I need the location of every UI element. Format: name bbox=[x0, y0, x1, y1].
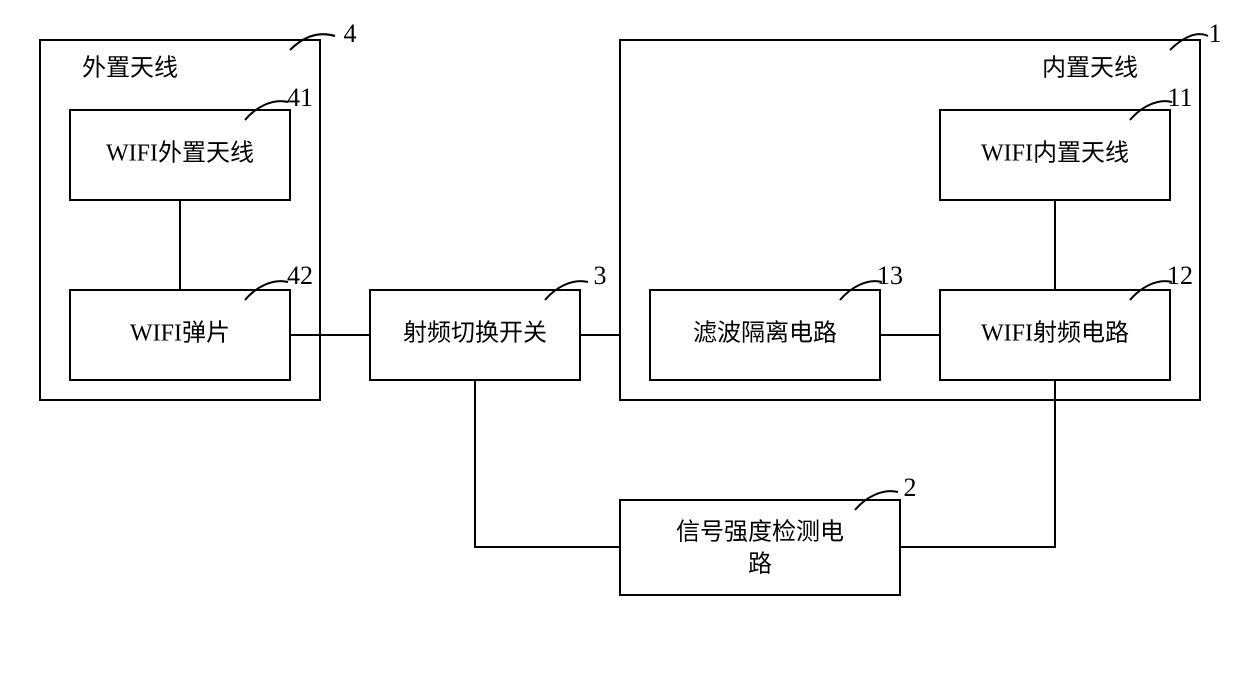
number-42: 42 bbox=[287, 261, 313, 290]
edge-3-2 bbox=[475, 380, 620, 547]
number-12: 12 bbox=[1167, 261, 1193, 290]
number-11: 11 bbox=[1167, 83, 1192, 112]
number-13: 13 bbox=[877, 261, 903, 290]
box-wifi-external-antenna-label: WIFI外置天线 bbox=[106, 140, 254, 167]
box-signal-strength-detector-label-line2: 路 bbox=[748, 551, 772, 578]
number-1: 1 bbox=[1209, 19, 1222, 48]
box-wifi-rf-circuit-label: WIFI射频电路 bbox=[981, 320, 1129, 347]
box-signal-strength-detector-label-line1: 信号强度检测电 bbox=[676, 519, 844, 546]
box-filter-isolation-label: 滤波隔离电路 bbox=[693, 320, 837, 347]
number-41: 41 bbox=[287, 83, 313, 112]
group-internal-antenna-title: 内置天线 bbox=[1042, 55, 1138, 82]
group-external-antenna-title: 外置天线 bbox=[82, 55, 178, 82]
box-wifi-spring-label: WIFI弹片 bbox=[130, 320, 230, 347]
edge-2-12 bbox=[900, 380, 1055, 547]
box-rf-switch-label: 射频切换开关 bbox=[403, 320, 547, 347]
box-wifi-internal-antenna-label: WIFI内置天线 bbox=[981, 140, 1129, 167]
number-3: 3 bbox=[594, 261, 607, 290]
block-diagram: 外置天线 4 WIFI外置天线 41 WIFI弹片 42 射频切换开关 3 内置… bbox=[0, 0, 1240, 674]
number-4: 4 bbox=[344, 19, 357, 48]
box-signal-strength-detector bbox=[620, 500, 900, 595]
number-2: 2 bbox=[904, 473, 917, 502]
